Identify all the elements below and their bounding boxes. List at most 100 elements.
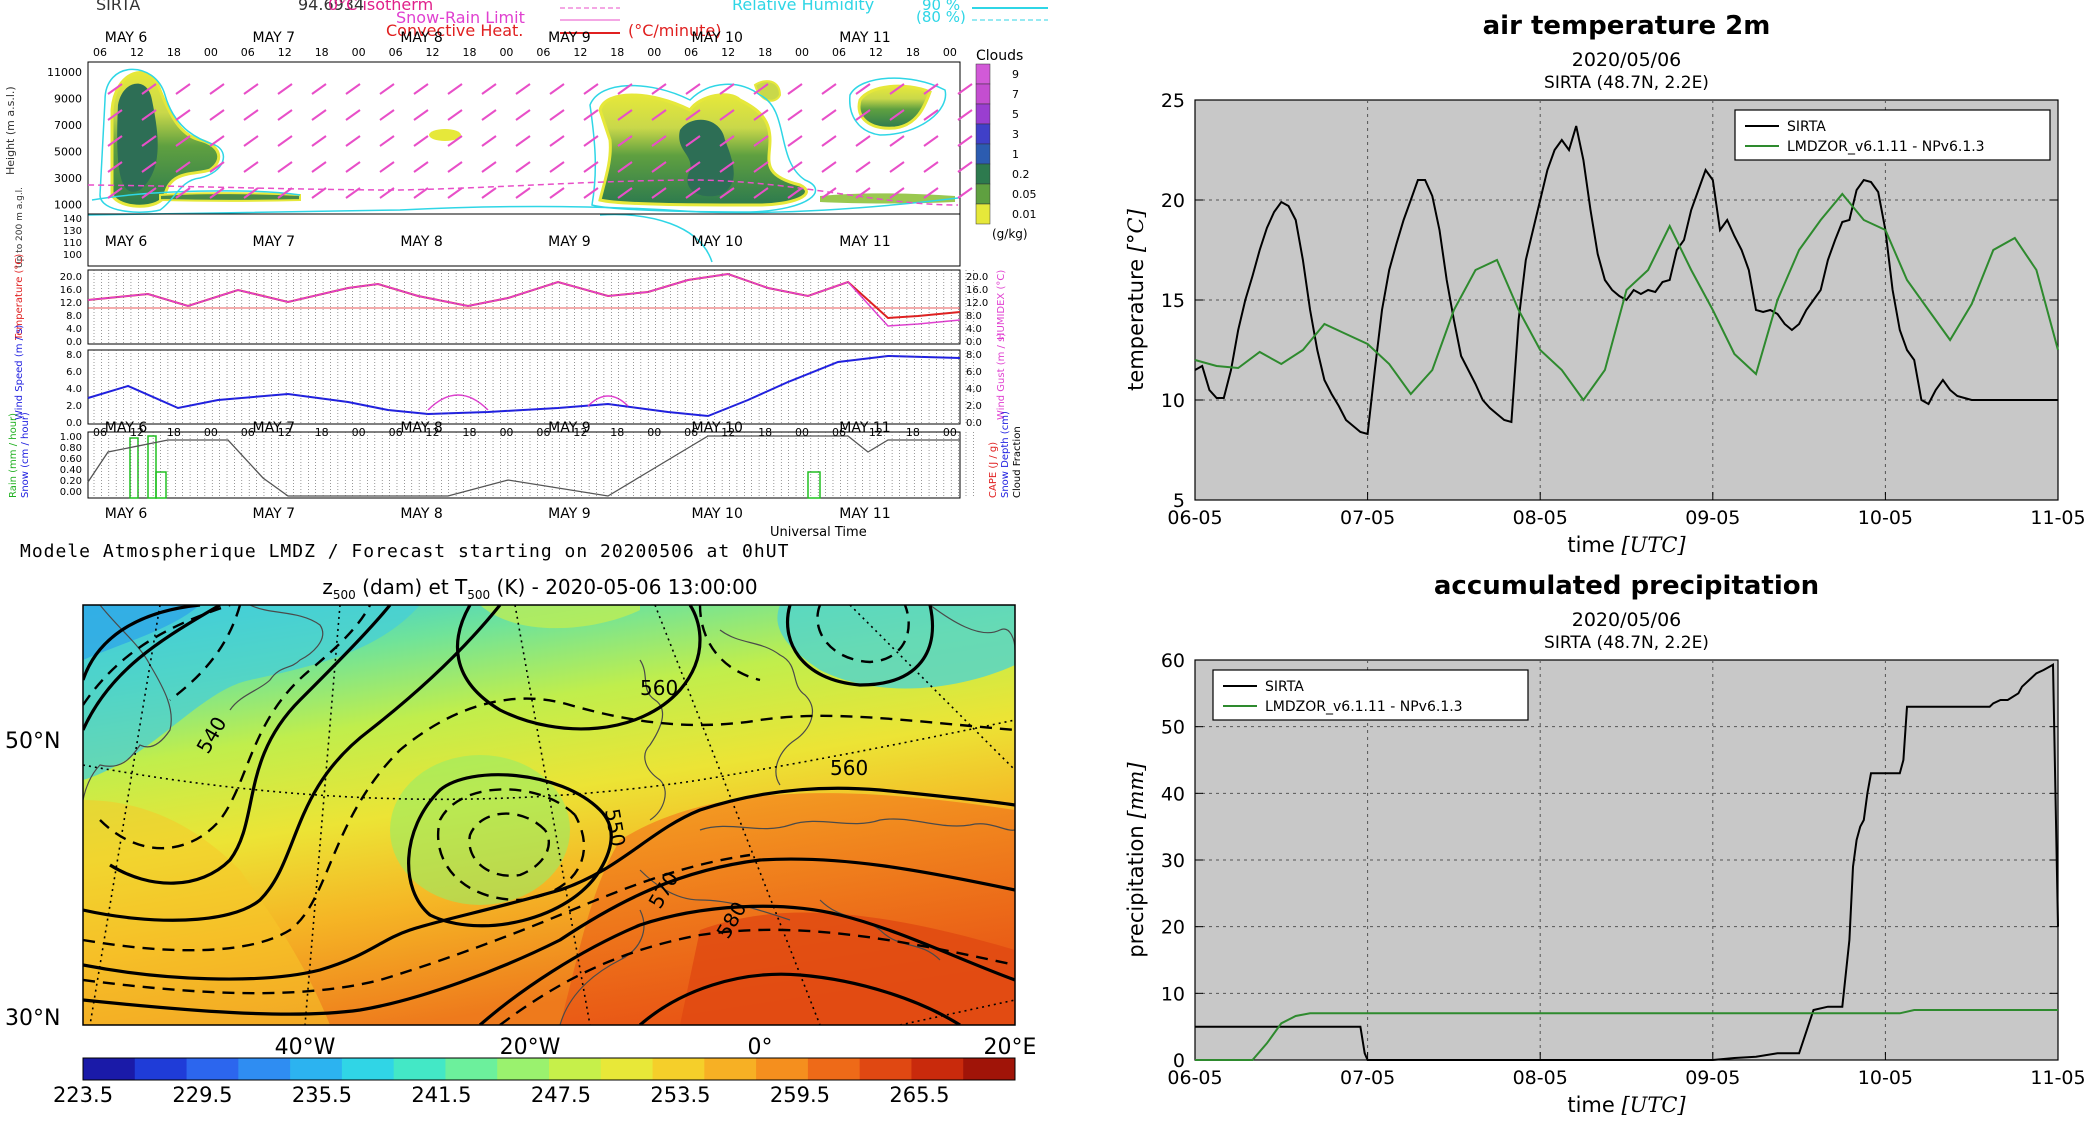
wind-arrow bbox=[957, 83, 973, 95]
y-tick-label: 5 bbox=[1173, 490, 1185, 512]
colorbar-swatch bbox=[497, 1058, 550, 1080]
series-line bbox=[1195, 663, 2059, 1061]
wind-arrow bbox=[209, 83, 225, 95]
hour-label: 06 bbox=[684, 46, 698, 59]
day-label: MAY 11 bbox=[839, 234, 890, 250]
colorbar-swatch bbox=[756, 1058, 809, 1080]
lon-label-40w: 40°W bbox=[275, 1035, 336, 1060]
hour-label: 00 bbox=[499, 426, 513, 439]
gust-tick: 2.0 bbox=[966, 401, 982, 412]
x-axis-label: time [UTC] bbox=[1567, 533, 1686, 557]
wind-arrow bbox=[243, 161, 259, 173]
y-tick-label: 20 bbox=[1161, 917, 1185, 939]
wind-arrow bbox=[651, 135, 667, 147]
rain-tick: 0.80 bbox=[60, 443, 82, 454]
hour-label: 00 bbox=[499, 46, 513, 59]
colorbar-swatch bbox=[807, 1058, 861, 1080]
wind-arrow bbox=[855, 135, 871, 147]
wind-arrow bbox=[413, 187, 429, 199]
colorbar-swatch bbox=[911, 1058, 964, 1080]
hour-label: 12 bbox=[869, 46, 883, 59]
chart-subtitle-date: 2020/05/06 bbox=[1572, 609, 1682, 631]
wind-arrow bbox=[855, 83, 871, 95]
day-label: MAY 8 bbox=[400, 30, 442, 46]
wind-arrow bbox=[549, 161, 565, 173]
series-line bbox=[1195, 1009, 2058, 1061]
wind-arrow bbox=[923, 83, 939, 95]
wind-arrow bbox=[345, 161, 361, 173]
hour-label: 12 bbox=[278, 426, 292, 439]
temp-tick: 20.0 bbox=[60, 272, 82, 283]
day-label: MAY 9 bbox=[548, 506, 590, 522]
wind-arrow bbox=[753, 161, 769, 173]
wind-arrow bbox=[175, 135, 191, 147]
y-tick-label: 40 bbox=[1161, 783, 1185, 805]
chart-subtitle-site: SIRTA (48.7N, 2.2E) bbox=[1544, 633, 1709, 653]
wind-arrow bbox=[379, 135, 395, 147]
day-label: MAY 10 bbox=[691, 420, 742, 436]
colorbar-swatch bbox=[859, 1058, 912, 1080]
wind-arrow bbox=[277, 161, 293, 173]
humidex-tick: 20.0 bbox=[966, 272, 988, 283]
hour-label: 18 bbox=[758, 426, 772, 439]
wind-arrow bbox=[651, 161, 667, 173]
wind-arrow bbox=[787, 135, 803, 147]
wind-arrow bbox=[209, 135, 225, 147]
colorbar-tick: 265.5 bbox=[889, 1083, 949, 1107]
wind-arrow bbox=[141, 83, 157, 95]
y-tick-label: 25 bbox=[1161, 90, 1185, 112]
hour-label: 18 bbox=[906, 426, 920, 439]
colorbar-swatch bbox=[393, 1058, 446, 1080]
height-tick: 9000 bbox=[54, 93, 82, 106]
hour-label: 18 bbox=[315, 46, 329, 59]
meteogram-caption: Modele Atmospherique LMDZ / Forecast sta… bbox=[20, 541, 789, 562]
hour-label: 12 bbox=[573, 426, 587, 439]
humidex-tick: 16.0 bbox=[966, 285, 988, 296]
z500-map: z500 (dam) et T500 (K) - 2020-05-06 13:0… bbox=[5, 575, 1036, 1107]
hour-label: 00 bbox=[204, 426, 218, 439]
colorbar-swatch bbox=[600, 1058, 654, 1080]
day-label: MAY 9 bbox=[548, 234, 590, 250]
day-labels-top: MAY 6 MAY 7 MAY 8 MAY 9 MAY 10 MAY 11 bbox=[105, 30, 891, 46]
precipitation-chart-panel: accumulated precipitation 2020/05/06 SIRTA… bbox=[1110, 560, 2100, 1120]
humidex-tick: 8.0 bbox=[966, 311, 982, 322]
wind-arrow bbox=[243, 135, 259, 147]
hour-label: 18 bbox=[315, 426, 329, 439]
wind-arrow bbox=[107, 187, 123, 199]
wind-arrow bbox=[583, 109, 599, 121]
wind-panel bbox=[87, 349, 961, 425]
wind-arrow bbox=[651, 109, 667, 121]
legend-label: LMDZOR_v6.1.11 - NPv6.1.3 bbox=[1787, 139, 1985, 155]
colorbar-ticks: 223.5 229.5 235.5 241.5 247.5 253.5 259.5 265.5 bbox=[53, 1083, 950, 1107]
wind-arrow bbox=[107, 109, 123, 121]
wind-arrow bbox=[515, 109, 531, 121]
hour-label: 00 bbox=[647, 426, 661, 439]
humidex-tick: 4.0 bbox=[966, 324, 982, 335]
x-tick-label: 11-05 bbox=[2030, 1067, 2085, 1089]
wind-arrow bbox=[583, 135, 599, 147]
wind-arrow bbox=[719, 187, 735, 199]
x-tick-label: 10-05 bbox=[1858, 1067, 1913, 1089]
wind-arrow bbox=[209, 109, 225, 121]
cloud-level: 0.05 bbox=[1012, 188, 1037, 201]
wind-arrow bbox=[515, 187, 531, 199]
temp-tick: 16.0 bbox=[60, 285, 82, 296]
wind-arrow bbox=[617, 83, 633, 95]
y-tick-label: 10 bbox=[1161, 390, 1185, 412]
hour-label: 12 bbox=[426, 46, 440, 59]
wind-arrow bbox=[515, 161, 531, 173]
colorbar-swatch bbox=[652, 1058, 705, 1080]
wind-arrow bbox=[923, 135, 939, 147]
wind-arrow bbox=[447, 161, 463, 173]
hour-label: 06 bbox=[536, 46, 550, 59]
height-axis: 11000 9000 7000 5000 3000 1000 bbox=[47, 66, 82, 212]
wind-arrow bbox=[583, 83, 599, 95]
low-tick: 140 bbox=[63, 214, 82, 225]
hour-label: 00 bbox=[647, 46, 661, 59]
rain-tick: 0.00 bbox=[60, 487, 82, 498]
wind-arrow bbox=[311, 135, 327, 147]
wind-arrow bbox=[957, 135, 973, 147]
contour-label: 560 bbox=[830, 756, 868, 780]
temperature-series: 20.0 20.0 16.0 16.0 12.0 12.0 8.0 8.0 4.0 4.0 0.0 0… bbox=[60, 272, 989, 348]
height-tick: 11000 bbox=[47, 66, 82, 79]
